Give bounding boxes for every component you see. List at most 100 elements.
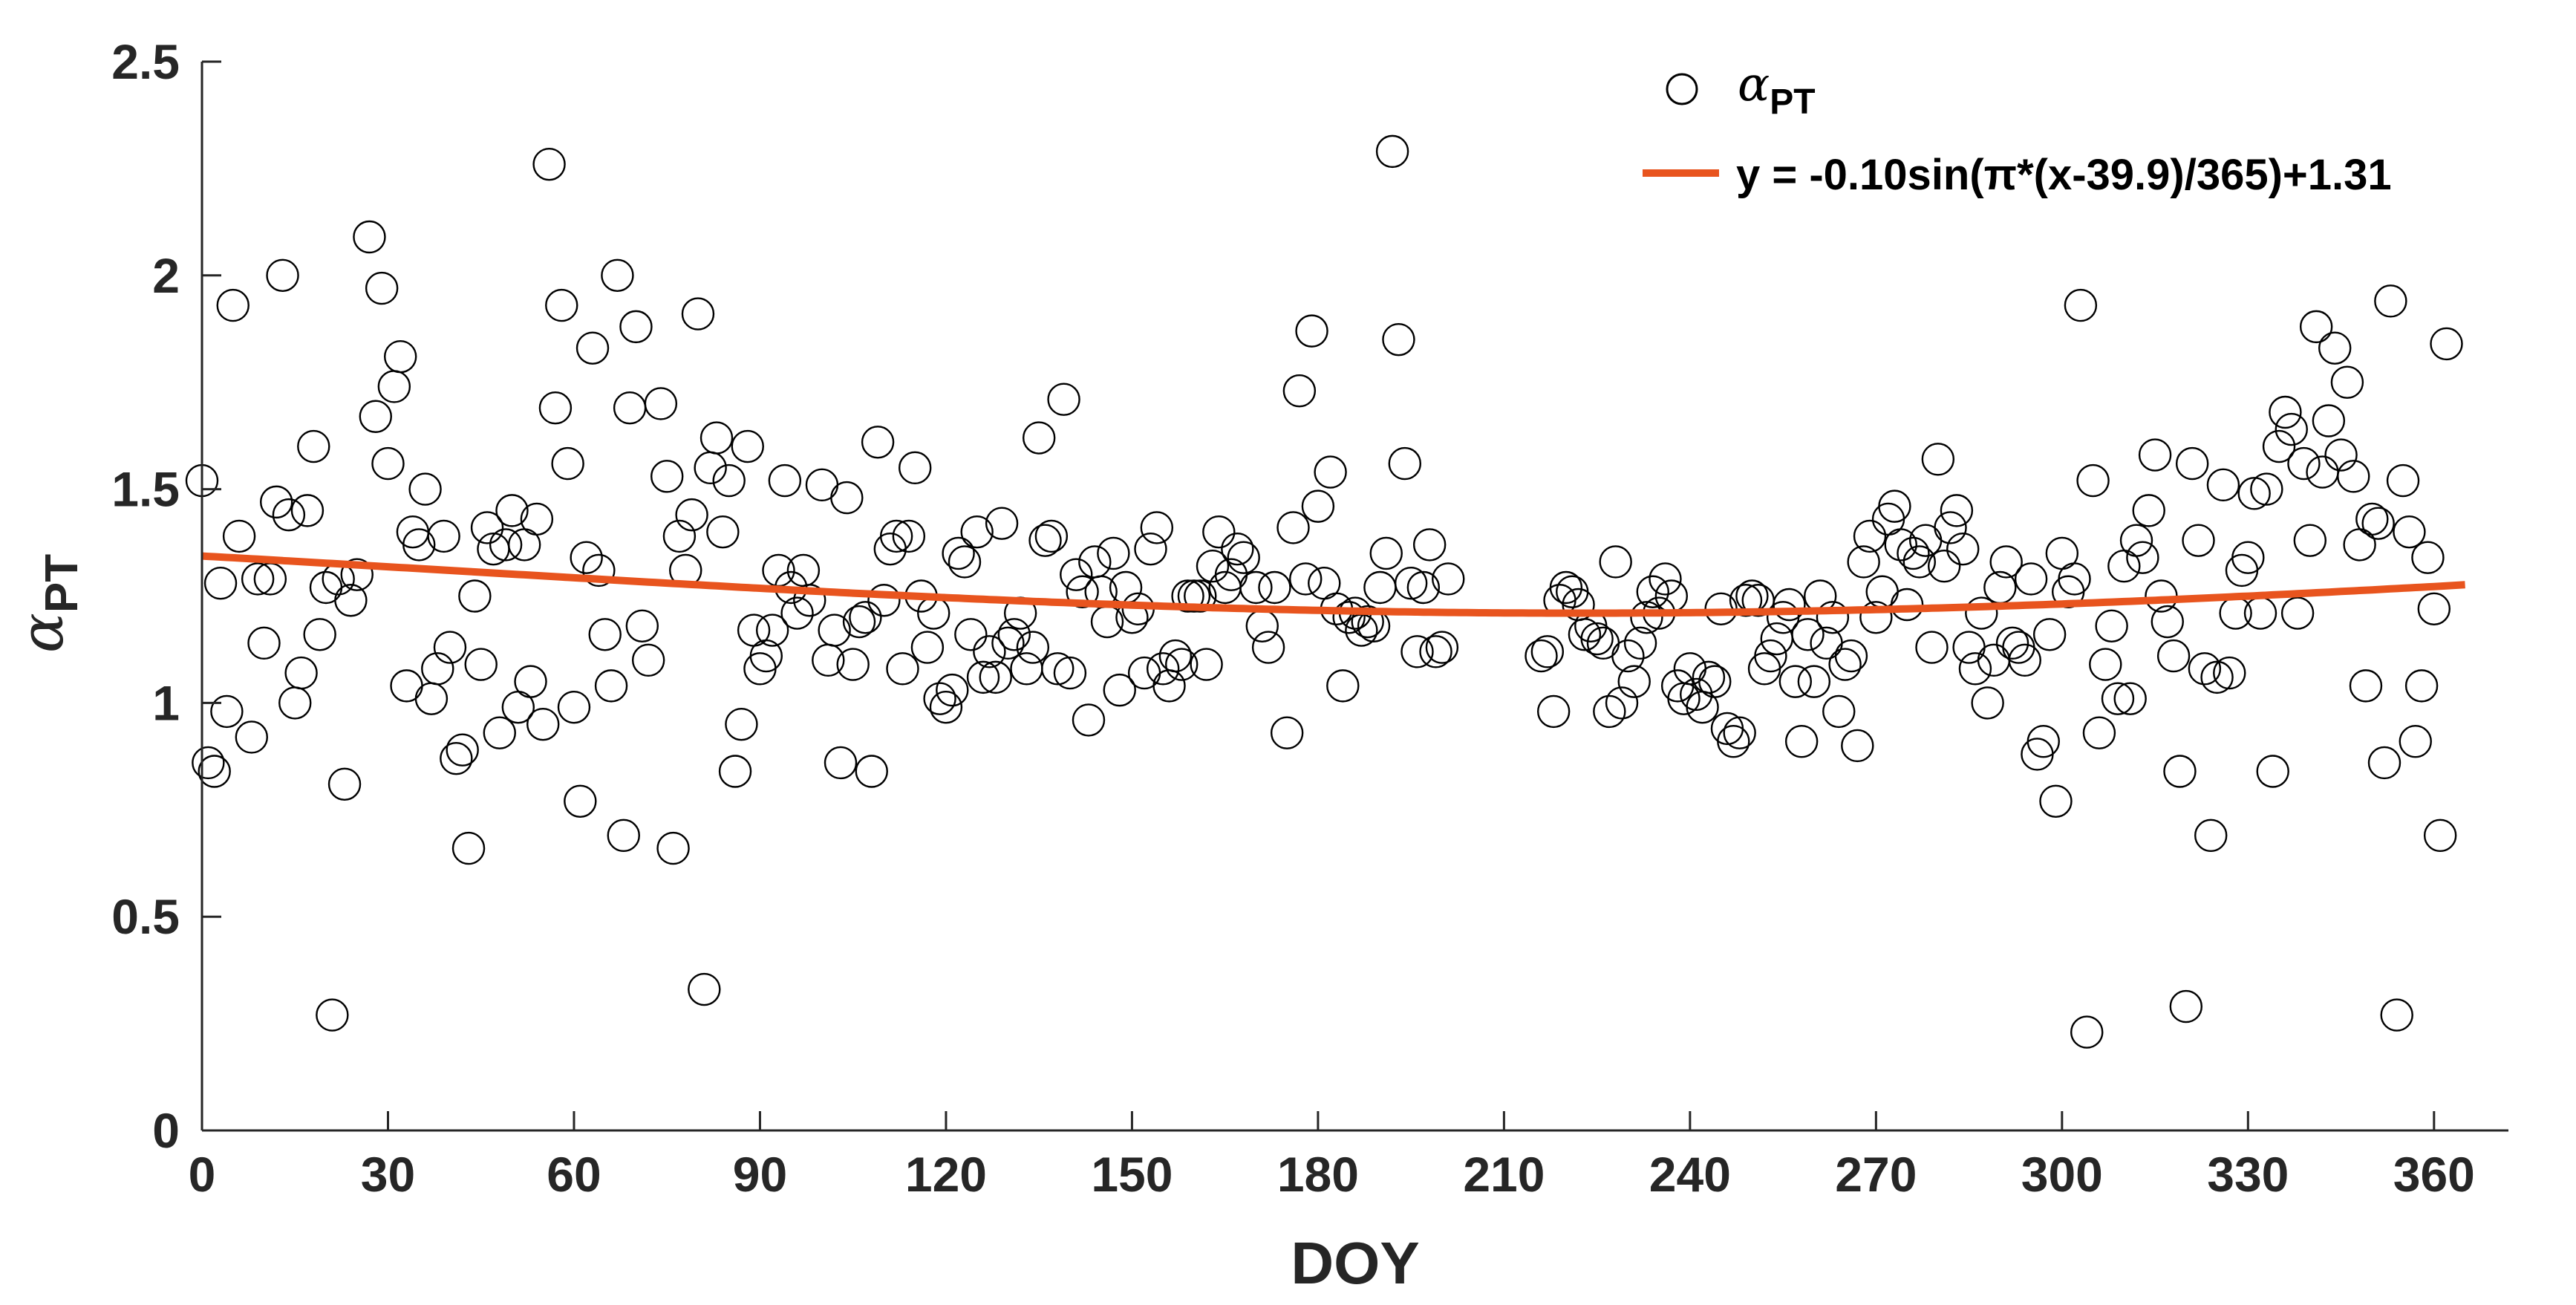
scatter-point [619, 310, 653, 344]
scatter-point [538, 391, 573, 425]
scatter-point [2318, 331, 2352, 365]
scatter-point [396, 515, 430, 549]
scatter-point [830, 481, 864, 515]
scatter-point [1276, 511, 1310, 544]
scatter-point [1202, 515, 1236, 549]
scatter-point [483, 716, 516, 749]
scatter-point [2021, 738, 2054, 771]
scatter-point [1251, 631, 1285, 664]
scatter-point [1698, 665, 1732, 698]
scatter-point [2082, 716, 2116, 749]
scatter-point [2231, 541, 2265, 574]
scatter-point [1227, 541, 1260, 574]
y-tick-label: 2.5 [111, 34, 180, 89]
scatter-point [1401, 635, 1434, 668]
scatter-point [1530, 635, 1565, 668]
scatter-point [706, 515, 740, 549]
scatter-point [198, 755, 231, 788]
scatter-point [551, 446, 584, 481]
y-axis-label-symbol: α [7, 613, 76, 653]
scatter-point [1723, 716, 1756, 749]
scatter-point [266, 258, 299, 292]
scatter-point [2293, 524, 2327, 557]
scatter-point [1369, 536, 1403, 570]
x-tick-label: 120 [905, 1147, 987, 1202]
scatter-point [2119, 524, 2153, 557]
scatter-point [303, 618, 336, 651]
scatter-point [1314, 455, 1347, 489]
x-axis-label: DOY [1291, 1230, 1419, 1296]
scatter-point [2243, 596, 2277, 630]
scatter-point [985, 507, 1019, 540]
scatter-point [1525, 639, 1558, 673]
scatter-point [662, 519, 697, 553]
scatter-point [1921, 443, 1955, 476]
scatter-point [464, 648, 498, 681]
scatter-point [2256, 755, 2289, 788]
tick-labels: 0 30 60 90 120 150 180 210 240 270 300 330 360 0 0.5 1 1… [111, 34, 2475, 1202]
scatter-point [259, 485, 293, 519]
scatter-point [1797, 665, 1831, 698]
scatter-point [1654, 579, 1689, 613]
scatter-point [1946, 532, 1980, 566]
scatter-point [1853, 519, 1887, 553]
scatter-point [2330, 365, 2364, 399]
scatter-point [1326, 669, 1360, 703]
scatter-point [2095, 609, 2128, 642]
y-axis-label: αPT [7, 554, 88, 653]
scatter-point [960, 515, 994, 549]
scatter-point [805, 468, 839, 502]
scatter-point [1134, 532, 1167, 566]
scatter-point [1878, 489, 1911, 523]
scatter-point [2138, 438, 2172, 472]
scatter-point [1971, 686, 2004, 720]
scatter-point [991, 626, 1025, 660]
scatter-point [2132, 494, 2165, 527]
scatter-point [2423, 819, 2457, 853]
scatter-point [272, 498, 306, 532]
scatter-point [433, 631, 467, 664]
scatter-point [2200, 660, 2234, 694]
scatter-point [582, 553, 616, 588]
scatter-point [1171, 579, 1204, 613]
y-tick-label: 2 [152, 248, 180, 303]
scatter-point [1989, 545, 2023, 579]
scatter-point [1072, 703, 1106, 737]
scatter-point [440, 742, 473, 775]
scatter-point [1778, 665, 1813, 698]
scatter-point [545, 288, 578, 322]
scatter-point [855, 755, 888, 788]
scatter-point [1425, 631, 1459, 664]
scatter-point [2430, 327, 2463, 361]
scatter-point [1649, 562, 1682, 596]
scatter-point [688, 972, 721, 1006]
scatter-point [1816, 601, 1850, 634]
scatter-point [1289, 562, 1323, 596]
scatter-point [2070, 1015, 2104, 1049]
scatter-point [1332, 601, 1366, 634]
scatter-point [1754, 639, 1787, 673]
scatter-point [371, 446, 405, 481]
scatter-point [1580, 622, 1614, 656]
scatter-point [588, 618, 622, 651]
scatter-point [2175, 446, 2209, 481]
scatter-point [1660, 669, 1695, 703]
scatter-point [278, 686, 312, 720]
scatter-point [712, 463, 746, 498]
scatter-point [316, 998, 349, 1032]
scatter-point [2113, 682, 2147, 715]
x-tick-label: 360 [2393, 1147, 2475, 1202]
scatter-point [818, 614, 851, 647]
scatter-point [2237, 477, 2271, 510]
scatter-point [1902, 545, 1937, 579]
scatter-point [1010, 652, 1043, 686]
scatter-point [1958, 652, 1992, 686]
scatter-point [1375, 134, 1409, 169]
x-tick-label: 240 [1649, 1147, 1731, 1202]
y-axis-label-subscript: PT [36, 554, 88, 613]
scatter-point [1549, 570, 1583, 605]
scatter-point [2225, 553, 2259, 588]
scatter-point [1053, 656, 1087, 690]
scatter-point [495, 494, 529, 527]
scatter-point [2306, 455, 2339, 489]
